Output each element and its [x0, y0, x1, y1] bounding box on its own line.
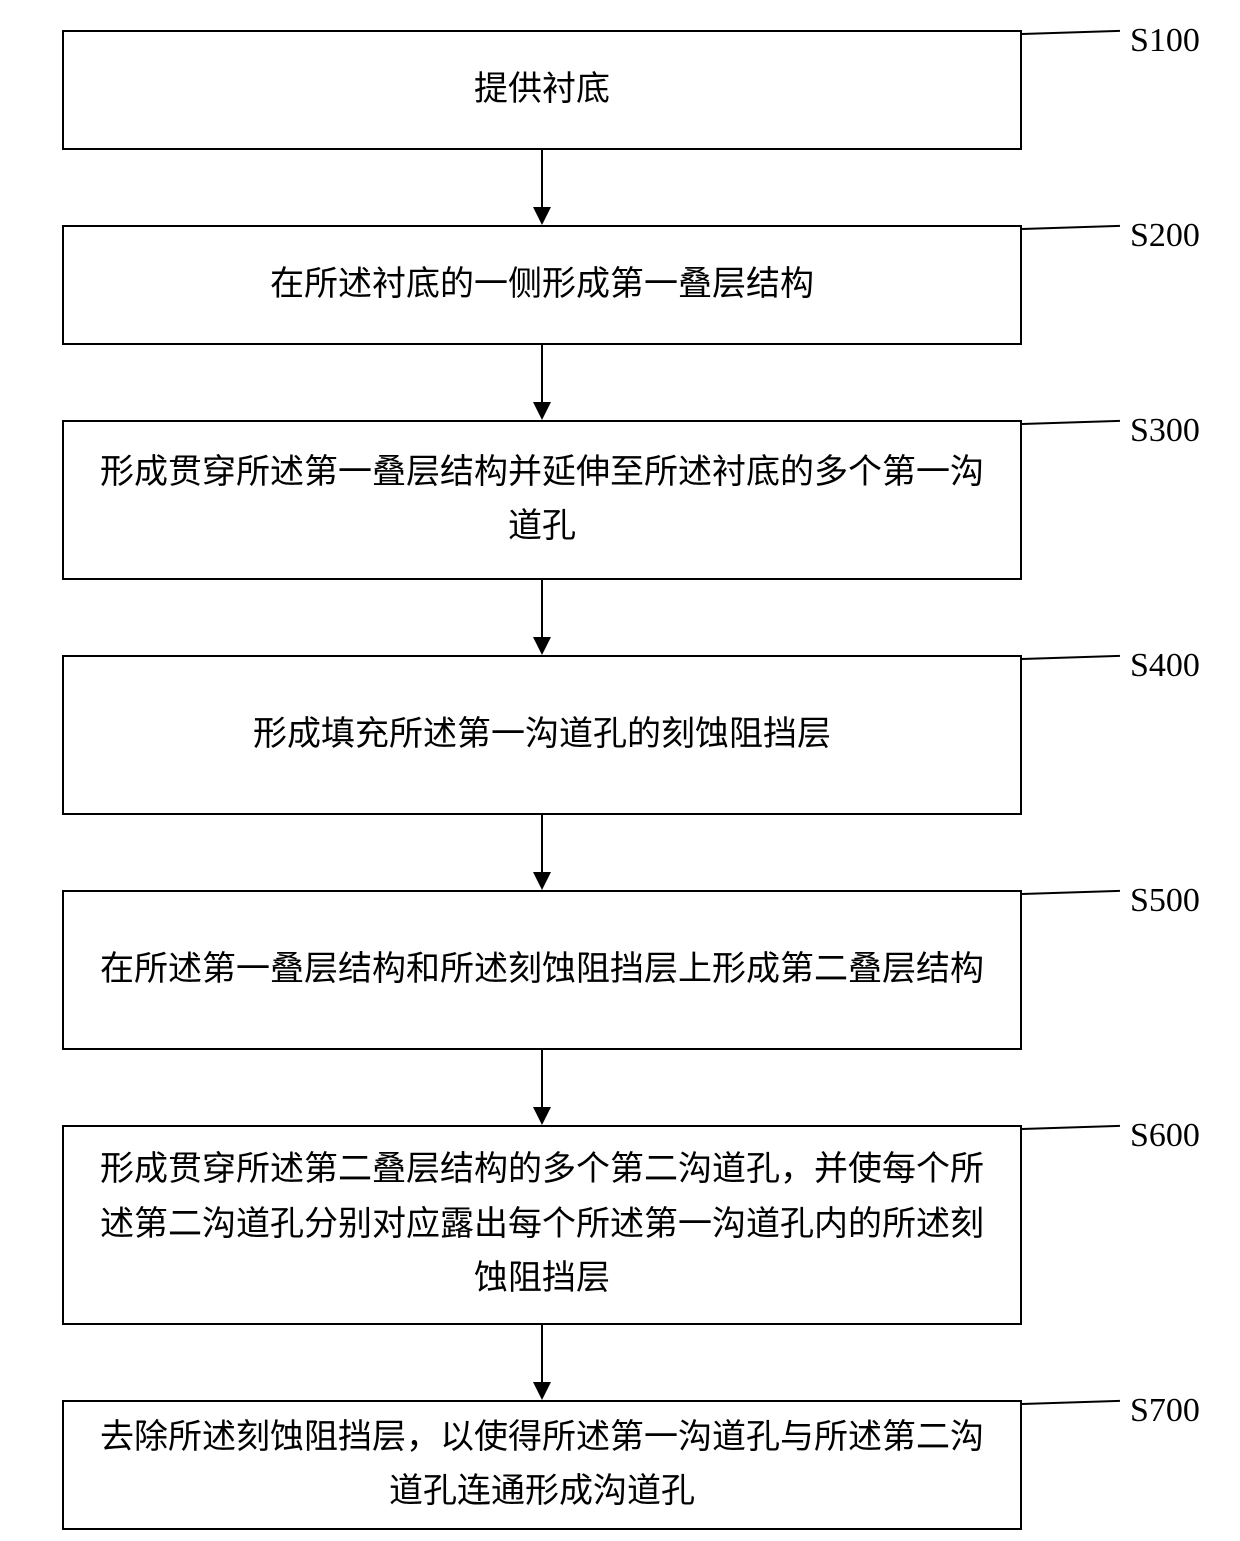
arrow-shaft: [541, 580, 543, 637]
step-box-s400: 形成填充所述第一沟道孔的刻蚀阻挡层: [62, 655, 1022, 815]
arrow-shaft: [541, 150, 543, 207]
arrow-shaft: [541, 1050, 543, 1107]
step-label-s100: S100: [1130, 22, 1200, 60]
arrow-shaft: [541, 1325, 543, 1382]
arrow-head-icon: [533, 1382, 551, 1400]
step-text: 提供衬底: [474, 63, 610, 117]
arrow-head-icon: [533, 872, 551, 890]
step-text: 去除所述刻蚀阻挡层，以使得所述第一沟道孔与所述第二沟道孔连通形成沟道孔: [94, 1411, 990, 1520]
step-box-s600: 形成贯穿所述第二叠层结构的多个第二沟道孔，并使每个所述第二沟道孔分别对应露出每个…: [62, 1125, 1022, 1325]
arrow-shaft: [541, 345, 543, 402]
step-box-s100: 提供衬底: [62, 30, 1022, 150]
arrow-head-icon: [533, 637, 551, 655]
leader-line: [1022, 1400, 1120, 1405]
step-label-s400: S400: [1130, 647, 1200, 685]
step-label-s700: S700: [1130, 1392, 1200, 1430]
flowchart-canvas: 提供衬底 S100 在所述衬底的一侧形成第一叠层结构 S200 形成贯穿所述第一…: [0, 0, 1240, 1541]
leader-line: [1022, 655, 1120, 660]
arrow-head-icon: [533, 207, 551, 225]
arrow-shaft: [541, 815, 543, 872]
step-box-s300: 形成贯穿所述第一叠层结构并延伸至所述衬底的多个第一沟道孔: [62, 420, 1022, 580]
leader-line: [1022, 890, 1120, 895]
step-label-s300: S300: [1130, 412, 1200, 450]
arrow-head-icon: [533, 402, 551, 420]
step-text: 形成贯穿所述第一叠层结构并延伸至所述衬底的多个第一沟道孔: [94, 446, 990, 555]
step-box-s500: 在所述第一叠层结构和所述刻蚀阻挡层上形成第二叠层结构: [62, 890, 1022, 1050]
step-text: 形成贯穿所述第二叠层结构的多个第二沟道孔，并使每个所述第二沟道孔分别对应露出每个…: [94, 1143, 990, 1306]
step-text: 形成填充所述第一沟道孔的刻蚀阻挡层: [253, 708, 831, 762]
step-box-s200: 在所述衬底的一侧形成第一叠层结构: [62, 225, 1022, 345]
step-label-s200: S200: [1130, 217, 1200, 255]
leader-line: [1022, 420, 1120, 425]
step-text: 在所述衬底的一侧形成第一叠层结构: [270, 258, 814, 312]
arrow-head-icon: [533, 1107, 551, 1125]
step-box-s700: 去除所述刻蚀阻挡层，以使得所述第一沟道孔与所述第二沟道孔连通形成沟道孔: [62, 1400, 1022, 1530]
step-label-s600: S600: [1130, 1117, 1200, 1155]
leader-line: [1022, 30, 1120, 35]
step-text: 在所述第一叠层结构和所述刻蚀阻挡层上形成第二叠层结构: [100, 943, 984, 997]
leader-line: [1022, 225, 1120, 230]
leader-line: [1022, 1125, 1120, 1130]
step-label-s500: S500: [1130, 882, 1200, 920]
